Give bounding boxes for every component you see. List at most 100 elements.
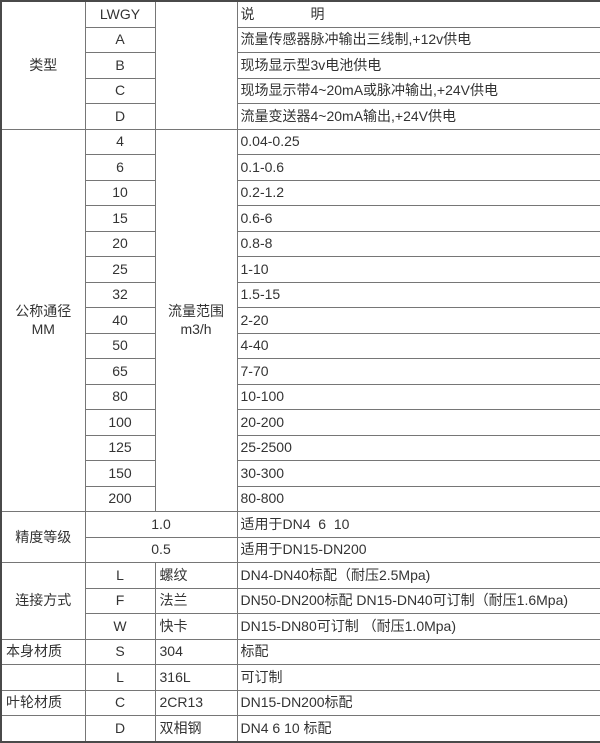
diameter-row: 20 0.8-8 — [1, 230, 600, 258]
flow-range-cell: 0.1-0.6 — [236, 154, 600, 181]
flow-range-label-line2: m3/h — [180, 321, 212, 338]
accuracy-row: 0.5 适用于DN15-DN200 — [1, 536, 600, 564]
type-row: C 现场显示带4~20mA或脉冲输出,+24V供电 — [1, 77, 600, 105]
connection-desc-cell: DN50-DN200标配 DN15-DN40可订制（耐压1.6Mpa) — [236, 587, 600, 615]
connection-row: F 法兰 DN50-DN200标配 DN15-DN40可订制（耐压1.6Mpa) — [1, 587, 600, 615]
connection-code-cell: F — [84, 587, 156, 615]
material-name-cell: 316L — [154, 664, 238, 691]
flow-range-cell: 4-40 — [236, 332, 600, 360]
type-desc-cell: 流量传感器脉冲输出三线制,+12v供电 — [236, 26, 600, 54]
material-desc-cell: DN15-DN200标配 — [236, 689, 600, 717]
material-desc-cell: 可订制 — [236, 664, 600, 691]
connection-desc-cell: DN15-DN80可订制 （耐压1.0Mpa) — [236, 613, 600, 640]
description-header: 说 明 — [236, 0, 600, 28]
flow-range-cell: 1-10 — [236, 256, 600, 283]
diameter-label-line2: MM — [31, 321, 55, 338]
type-header-row: 类型 LWGY 说 明 — [0, 0, 600, 130]
accuracy-value-cell: 1.0 — [84, 511, 238, 538]
diameter-row: 公称通径 MM 4 流量范围 m3/h 0.04-0.25 — [0, 128, 600, 513]
material-name-cell: 2CR13 — [154, 689, 238, 717]
material-name-cell: 双相钢 — [154, 715, 238, 743]
dn-cell: 4 — [84, 128, 156, 156]
connection-name-cell: 快卡 — [154, 613, 238, 640]
type-desc-cell: 现场显示带4~20mA或脉冲输出,+24V供电 — [236, 77, 600, 105]
diameter-row: 50 4-40 — [1, 332, 600, 360]
diameter-row: 40 2-20 — [1, 307, 600, 334]
accuracy-value-cell: 0.5 — [84, 536, 238, 564]
flow-range-label-line1: 流量范围 — [168, 302, 224, 319]
flow-range-cell: 0.2-1.2 — [236, 179, 600, 207]
dn-cell: 150 — [84, 460, 156, 487]
diameter-row: 80 10-100 — [1, 383, 600, 411]
flow-range-cell: 7-70 — [236, 358, 600, 385]
connection-desc-cell: DN4-DN40标配（耐压2.5Mpa) — [236, 562, 600, 589]
flow-range-cell: 0.8-8 — [236, 230, 600, 258]
dn-cell: 25 — [84, 256, 156, 283]
flow-range-cell: 30-300 — [236, 460, 600, 487]
material-code-cell: D — [84, 715, 156, 743]
material-label-empty-cell — [0, 664, 86, 691]
diameter-row: 32 1.5-15 — [1, 281, 600, 309]
dn-cell: 10 — [84, 179, 156, 207]
dn-cell: 20 — [84, 230, 156, 258]
material-label-empty-cell — [0, 715, 86, 743]
type-code-cell: D — [84, 103, 156, 130]
flow-range-cell: 0.6-6 — [236, 205, 600, 232]
material-name-cell: 304 — [154, 638, 238, 666]
dn-cell: 80 — [84, 383, 156, 411]
flow-range-cell: 0.04-0.25 — [236, 128, 600, 156]
diameter-row: 200 80-800 — [1, 485, 600, 513]
diameter-row: 125 25-2500 — [1, 434, 600, 462]
type-row: B 现场显示型3v电池供电 — [1, 52, 600, 79]
flow-range-cell: 25-2500 — [236, 434, 600, 462]
flow-range-cell: 2-20 — [236, 307, 600, 334]
dn-cell: 15 — [84, 205, 156, 232]
flow-range-cell: 20-200 — [236, 409, 600, 436]
material-row: L 316L 可订制 — [0, 664, 600, 691]
accuracy-desc-cell: 适用于DN4 6 10 — [236, 511, 600, 538]
type-desc-cell: 流量变送器4~20mA输出,+24V供电 — [236, 103, 600, 130]
accuracy-row: 精度等级 1.0 适用于DN4 6 10 — [0, 511, 600, 564]
type-desc-cell: 现场显示型3v电池供电 — [236, 52, 600, 79]
type-section-label: 类型 — [0, 0, 86, 130]
type-code-cell: A — [84, 26, 156, 54]
diameter-row: 10 0.2-1.2 — [1, 179, 600, 207]
dn-cell: 65 — [84, 358, 156, 385]
material-row: 叶轮材质 C 2CR13 DN15-DN200标配 — [0, 689, 600, 717]
flow-range-cell: 10-100 — [236, 383, 600, 411]
material-desc-cell: DN4 6 10 标配 — [236, 715, 600, 743]
material-row: 本身材质 S 304 标配 — [0, 638, 600, 666]
dn-cell: 40 — [84, 307, 156, 334]
connection-row: W 快卡 DN15-DN80可订制 （耐压1.0Mpa) — [1, 613, 600, 640]
diameter-row: 150 30-300 — [1, 460, 600, 487]
diameter-row: 15 0.6-6 — [1, 205, 600, 232]
type-code-cell: B — [84, 52, 156, 79]
type-row: D 流量变送器4~20mA输出,+24V供电 — [1, 103, 600, 130]
dn-cell: 200 — [84, 485, 156, 513]
impeller-material-section-label: 叶轮材质 — [0, 689, 86, 717]
type-empty-cell — [154, 0, 238, 130]
dn-cell: 125 — [84, 434, 156, 462]
type-code-cell: C — [84, 77, 156, 105]
diameter-section-label: 公称通径 MM — [0, 128, 86, 513]
connection-code-cell: W — [84, 613, 156, 640]
dn-cell: 6 — [84, 154, 156, 181]
accuracy-desc-cell: 适用于DN15-DN200 — [236, 536, 600, 564]
connection-name-cell: 螺纹 — [154, 562, 238, 589]
diameter-label-line1: 公称通径 — [15, 302, 72, 319]
diameter-row: 25 1-10 — [1, 256, 600, 283]
connection-name-cell: 法兰 — [154, 587, 238, 615]
dn-cell: 50 — [84, 332, 156, 360]
diameter-row: 65 7-70 — [1, 358, 600, 385]
material-code-cell: S — [84, 638, 156, 666]
material-code-cell: L — [84, 664, 156, 691]
material-row: D 双相钢 DN4 6 10 标配 — [0, 715, 600, 743]
dn-cell: 100 — [84, 409, 156, 436]
flow-range-cell: 1.5-15 — [236, 281, 600, 309]
connection-row: 连接方式 L 螺纹 DN4-DN40标配（耐压2.5Mpa) — [0, 562, 600, 640]
flow-range-section-label: 流量范围 m3/h — [154, 128, 238, 513]
diameter-row: 100 20-200 — [1, 409, 600, 436]
material-desc-cell: 标配 — [236, 638, 600, 666]
material-code-cell: C — [84, 689, 156, 717]
connection-code-cell: L — [84, 562, 156, 589]
